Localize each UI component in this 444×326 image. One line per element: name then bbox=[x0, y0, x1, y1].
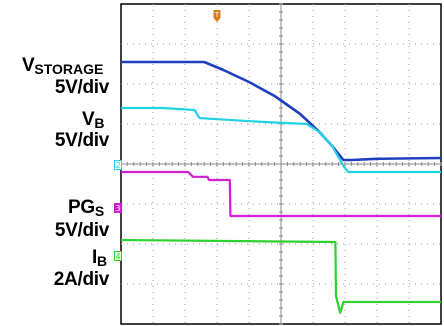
trigger-marker-shape bbox=[213, 10, 221, 22]
trace-vb bbox=[121, 106, 441, 174]
ib-label: IB bbox=[92, 247, 108, 270]
pgs-scale: 5V/div bbox=[54, 220, 109, 241]
trace-ib bbox=[120, 238, 441, 314]
pgs-label: PGS bbox=[68, 197, 105, 220]
trigger-marker-label: T bbox=[214, 11, 220, 19]
vb-label: VB bbox=[82, 109, 105, 132]
ch2-marker: 2 bbox=[114, 160, 122, 170]
vstorage-scale: 5V/div bbox=[54, 77, 109, 98]
vb-scale: 5V/div bbox=[54, 130, 109, 151]
trace-vstorage bbox=[121, 60, 442, 162]
ch4-marker: 4 bbox=[114, 251, 122, 261]
trigger-marker: T bbox=[213, 10, 221, 22]
trace-pgs bbox=[121, 170, 441, 218]
vstorage-label: VSTORAGE bbox=[22, 55, 104, 78]
ch3-marker: 3 bbox=[114, 203, 122, 213]
scope-traces bbox=[120, 60, 442, 314]
scope-grid bbox=[120, 3, 442, 325]
ib-scale: 2A/div bbox=[53, 269, 110, 290]
